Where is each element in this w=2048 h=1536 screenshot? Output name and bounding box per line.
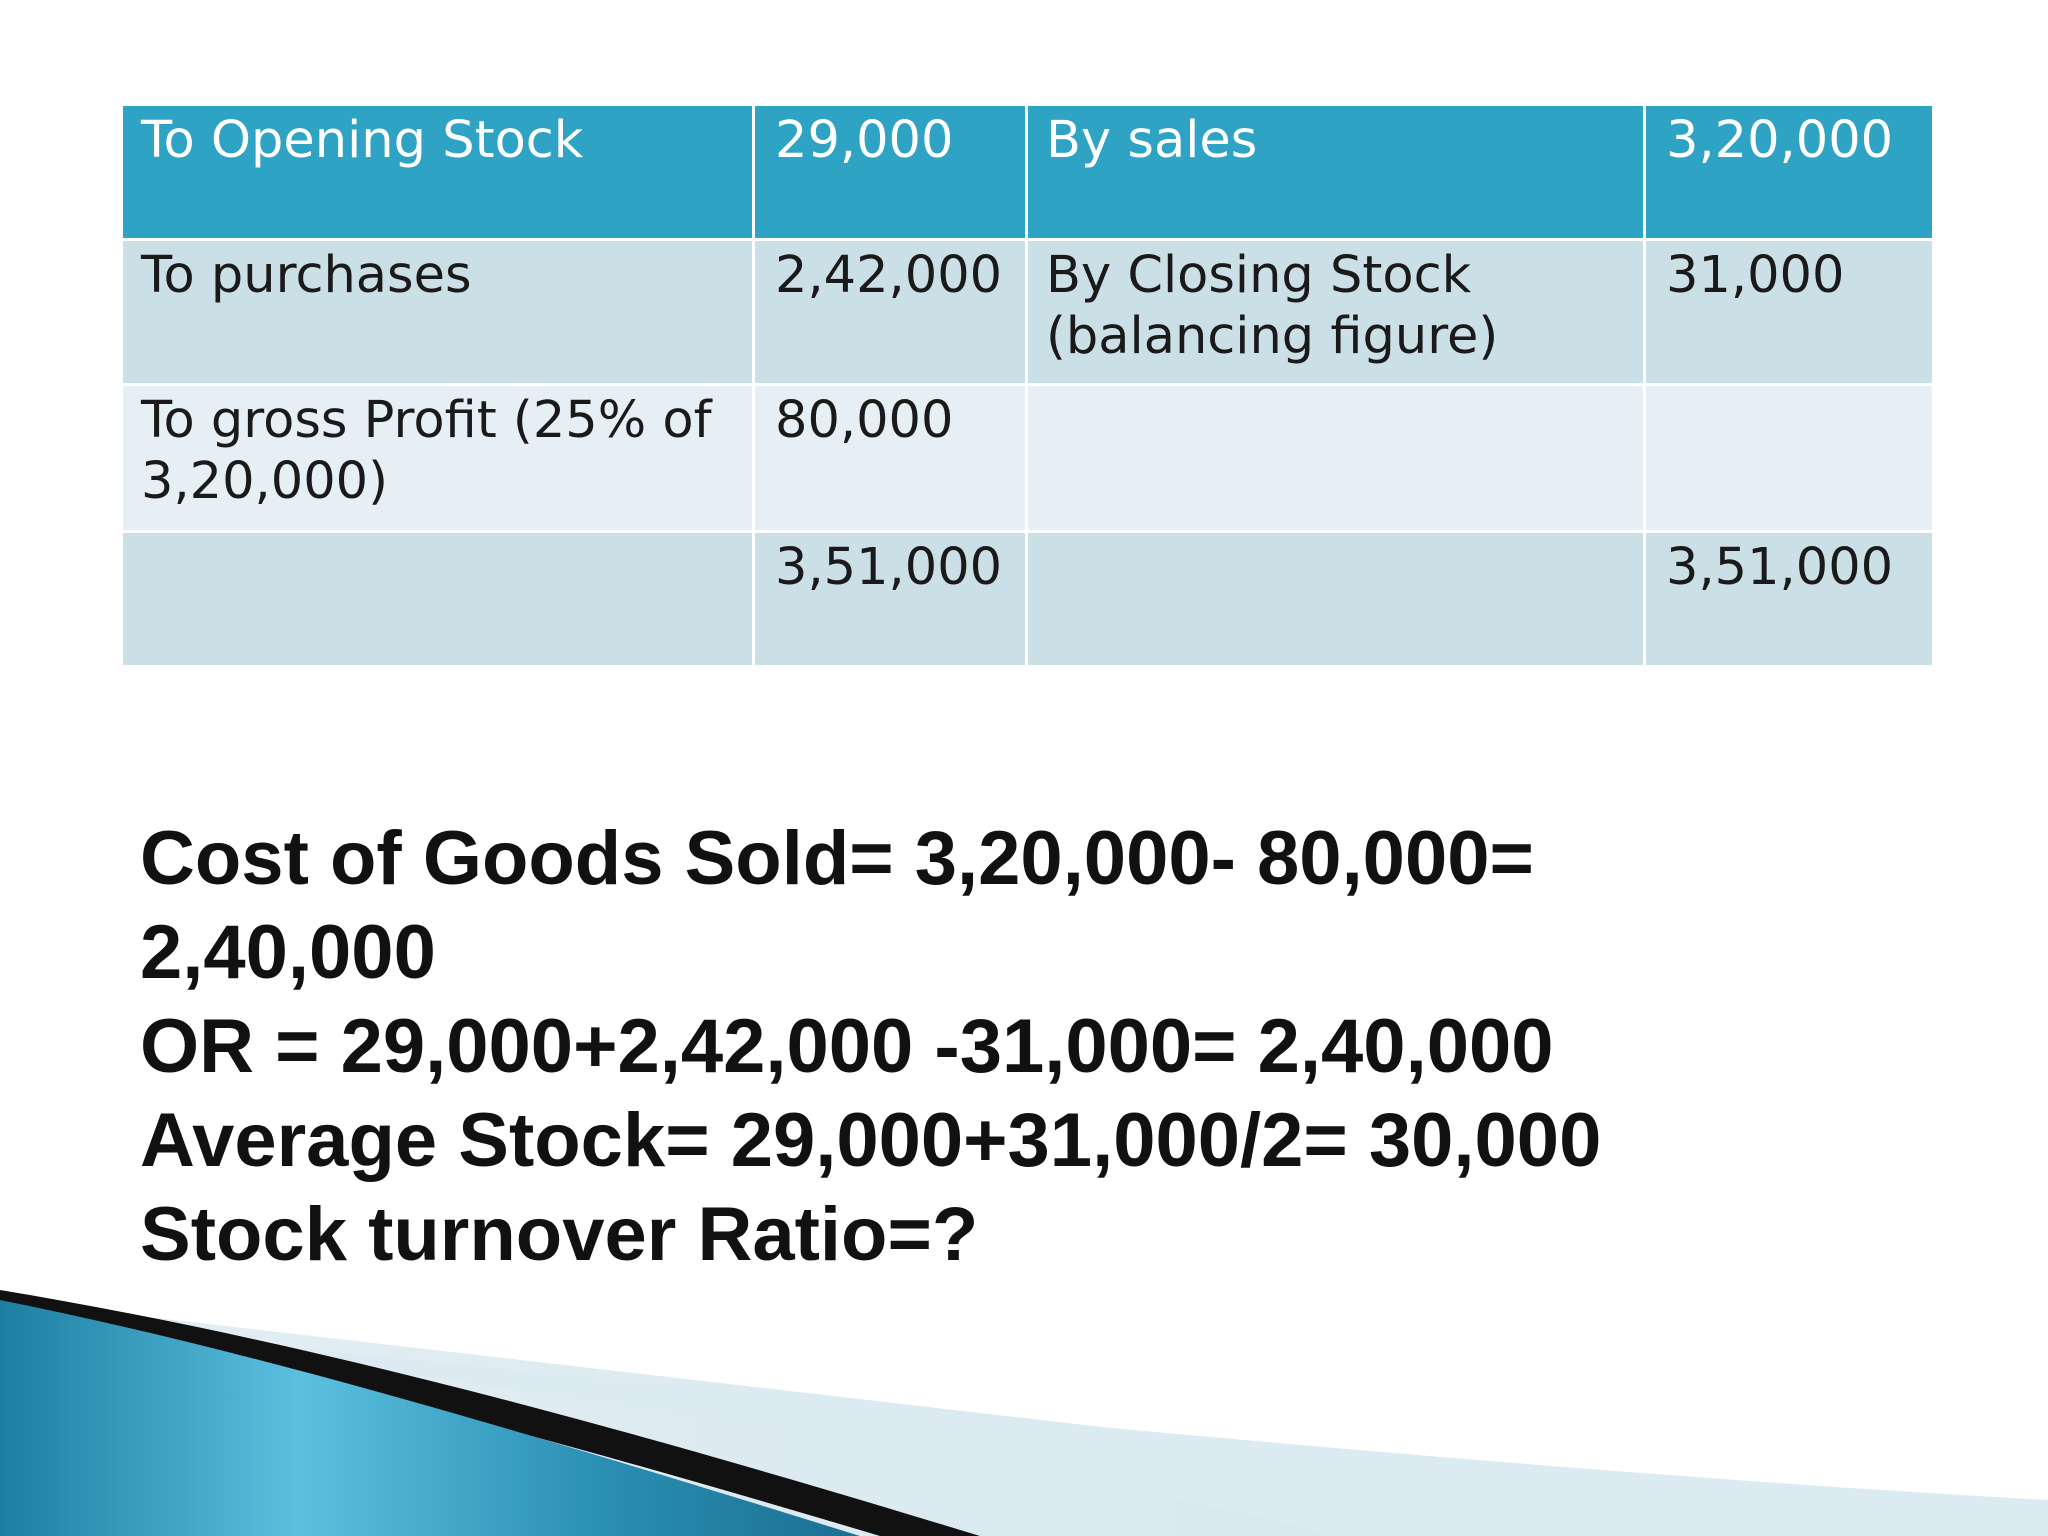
- table-cell: 3,51,000: [752, 530, 1028, 668]
- cogs-alternate-line: OR = 29,000+2,42,000 -31,000= 2,40,000: [140, 1004, 1554, 1089]
- table-cell: [120, 530, 755, 668]
- table-cell: [1025, 530, 1646, 668]
- table-cell: 2,42,000: [752, 238, 1028, 386]
- average-stock-line: Average Stock= 29,000+31,000/2= 30,000: [140, 1098, 1602, 1183]
- stock-turnover-question: Stock turnover Ratio=?: [140, 1192, 979, 1277]
- cogs-result-line: 2,40,000: [140, 910, 436, 995]
- trading-account-table: To Opening Stock 29,000 By sales 3,20,00…: [120, 103, 1935, 668]
- table-cell: [1643, 383, 1935, 533]
- calculation-notes: Cost of Goods Sold= 3,20,000- 80,000= 2,…: [140, 812, 1900, 1282]
- table-cell: 31,000: [1643, 238, 1935, 386]
- table-cell: 3,20,000: [1643, 103, 1935, 241]
- cogs-line: Cost of Goods Sold= 3,20,000- 80,000=: [140, 816, 1534, 901]
- table-cell: By Closing Stock (balancing figure): [1025, 238, 1646, 386]
- table-cell: 3,51,000: [1643, 530, 1935, 668]
- table-cell: To gross Profit (25% of 3,20,000): [120, 383, 755, 533]
- table-cell: By sales: [1025, 103, 1646, 241]
- table-row: To gross Profit (25% of 3,20,000) 80,000: [120, 383, 1935, 533]
- table-row: To Opening Stock 29,000 By sales 3,20,00…: [120, 103, 1935, 241]
- table-cell: To Opening Stock: [120, 103, 755, 241]
- table-cell: To purchases: [120, 238, 755, 386]
- table-row: 3,51,000 3,51,000: [120, 530, 1935, 668]
- table-row: To purchases 2,42,000 By Closing Stock (…: [120, 238, 1935, 386]
- table-cell: [1025, 383, 1646, 533]
- table-cell: 29,000: [752, 103, 1028, 241]
- table-cell: 80,000: [752, 383, 1028, 533]
